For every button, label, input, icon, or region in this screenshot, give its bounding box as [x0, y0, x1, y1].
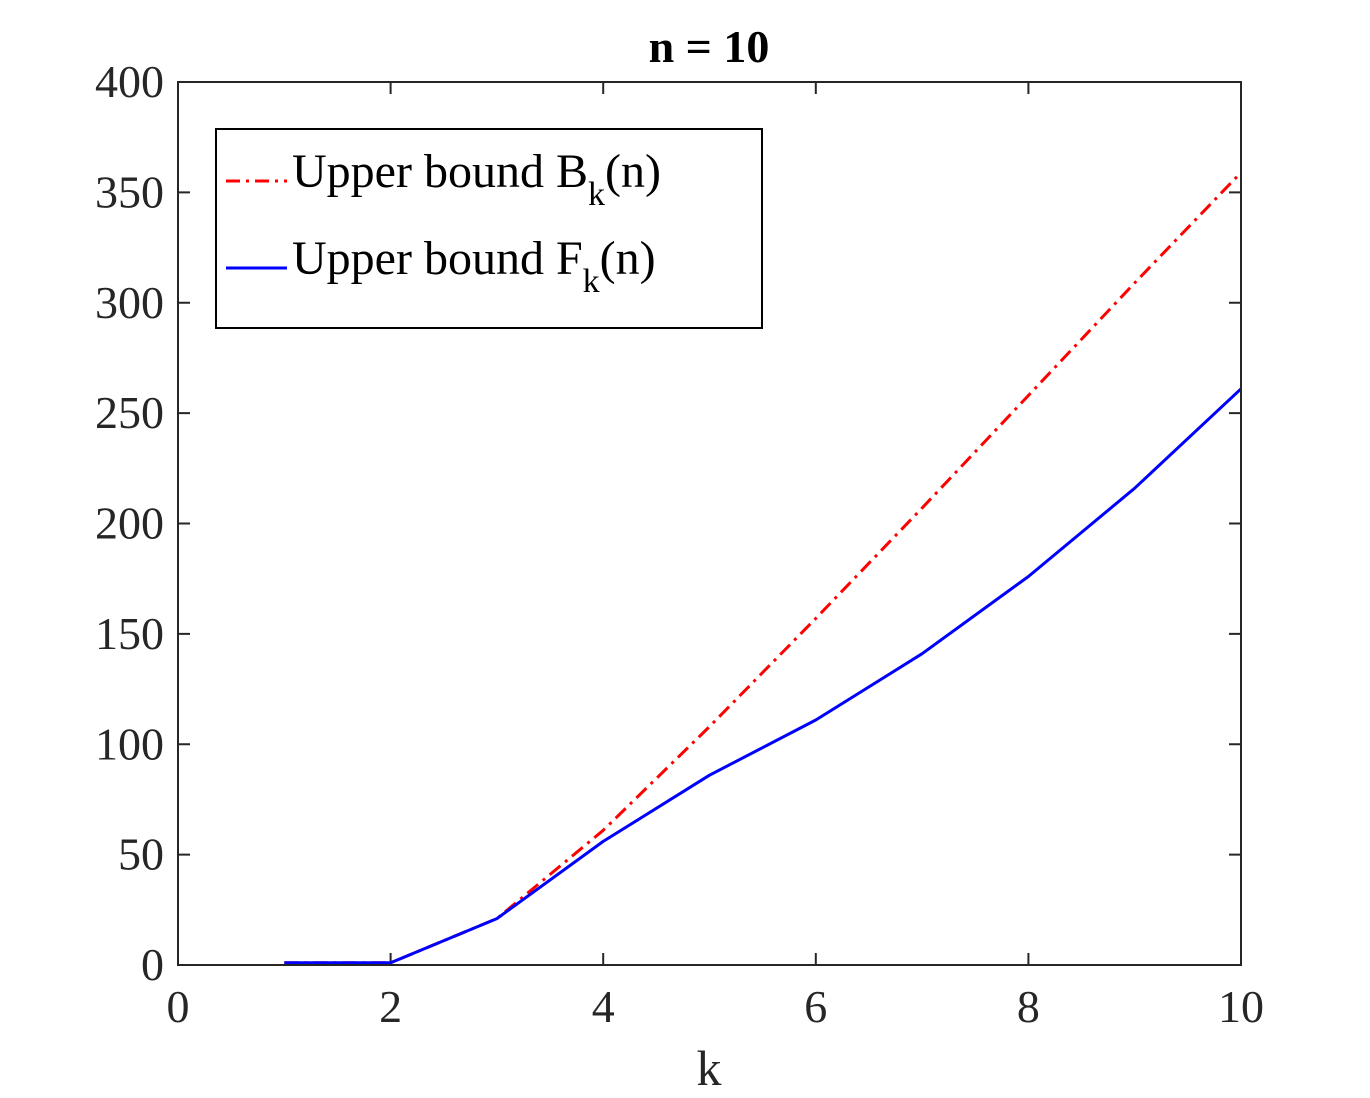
x-axis-ticks: 0 2 4 6 8 10 — [167, 82, 1264, 1032]
y-tick-label: 250 — [95, 387, 164, 438]
plot-area-frame — [177, 81, 1242, 966]
legend-label-0: Upper bound Bk(n) — [292, 145, 661, 213]
x-tick-label: 2 — [379, 981, 402, 1032]
legend-box — [215, 128, 763, 329]
y-tick-label: 200 — [95, 498, 164, 549]
y-tick-label: 100 — [95, 718, 164, 769]
series-line-1 — [284, 387, 1243, 965]
chart-title: n = 10 — [649, 21, 770, 72]
y-tick-label: 150 — [95, 608, 164, 659]
x-tick-label: 8 — [1017, 981, 1040, 1032]
y-tick-label: 400 — [95, 56, 164, 107]
x-tick-label: 6 — [804, 981, 827, 1032]
y-tick-label: 300 — [95, 277, 164, 328]
x-tick-label: 10 — [1218, 981, 1264, 1032]
y-axis-ticks: 0 50 100 150 200 250 300 350 400 — [95, 56, 1241, 990]
x-tick-label: 0 — [167, 981, 190, 1032]
series-layer — [284, 171, 1243, 965]
x-tick-label: 4 — [592, 981, 615, 1032]
y-tick-label: 350 — [95, 166, 164, 217]
legend-label-1: Upper bound Fk(n) — [292, 232, 656, 300]
series-line-0 — [284, 171, 1243, 965]
y-tick-label: 50 — [118, 829, 164, 880]
legend: Upper bound Bk(n) Upper bound Fk(n) — [215, 128, 763, 329]
x-axis-label: k — [697, 1040, 722, 1096]
y-tick-label: 0 — [141, 939, 164, 990]
